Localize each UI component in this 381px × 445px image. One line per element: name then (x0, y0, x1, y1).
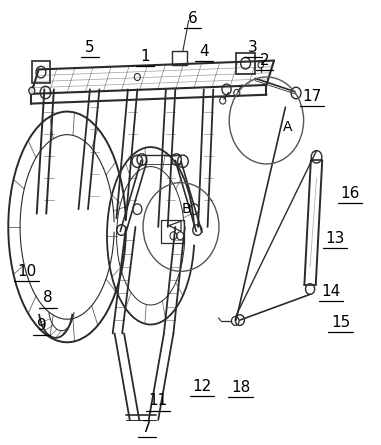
Bar (32, 61, 50, 83)
Text: 13: 13 (325, 231, 344, 246)
Text: A: A (283, 120, 292, 134)
Text: 12: 12 (192, 379, 211, 394)
Text: 15: 15 (331, 315, 350, 330)
Circle shape (29, 87, 35, 94)
Text: 3: 3 (248, 40, 258, 55)
Text: 1: 1 (140, 49, 150, 64)
Text: 2: 2 (260, 53, 269, 68)
Text: 9: 9 (37, 318, 46, 333)
Bar (236, 53, 255, 74)
Text: 14: 14 (321, 284, 341, 299)
Text: 10: 10 (17, 264, 36, 279)
Text: B: B (182, 202, 192, 216)
Text: 11: 11 (149, 393, 168, 409)
Text: 18: 18 (231, 380, 250, 395)
Text: 7: 7 (142, 420, 152, 435)
Bar (161, 220, 184, 243)
Bar (171, 51, 187, 65)
Text: 5: 5 (85, 40, 95, 55)
Text: 6: 6 (187, 11, 197, 26)
Text: 8: 8 (43, 291, 53, 305)
Text: 16: 16 (340, 186, 360, 201)
Text: 17: 17 (303, 89, 322, 104)
Text: 4: 4 (199, 44, 209, 59)
